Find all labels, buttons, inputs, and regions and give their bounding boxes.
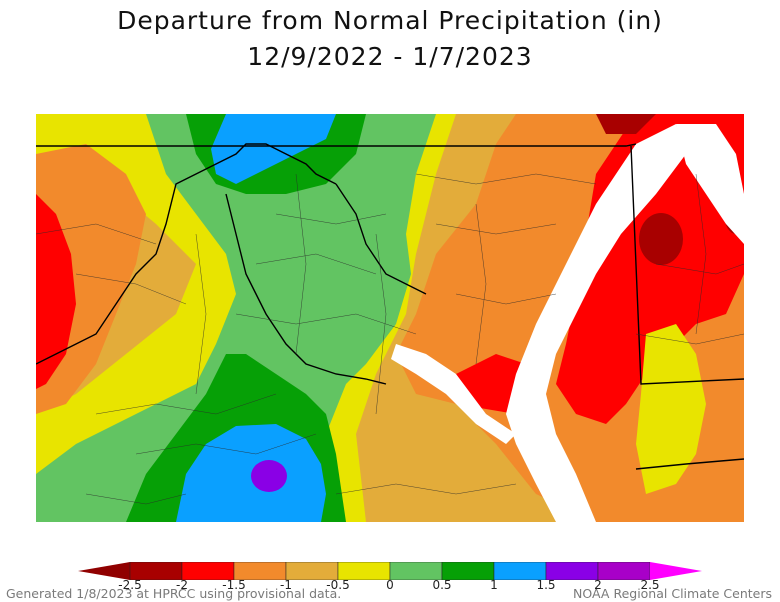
legend-tick-label: 0.5 bbox=[432, 578, 452, 592]
legend-tick-label: 2.5 bbox=[640, 578, 660, 592]
departure-zone-pos1-north bbox=[211, 114, 336, 184]
map-title: Departure from Normal Precipitation (in) bbox=[117, 6, 663, 35]
map-date-range: 12/9/2022 - 1/7/2023 bbox=[247, 42, 533, 71]
legend-tick-label: -0.5 bbox=[326, 578, 350, 592]
legend-tick-label: -1 bbox=[280, 578, 292, 592]
precipitation-map bbox=[36, 114, 744, 522]
departure-zone-pos15 bbox=[251, 460, 287, 492]
legend-tick-label: -1.5 bbox=[222, 578, 246, 592]
color-legend bbox=[78, 562, 702, 580]
source-credit: NOAA Regional Climate Centers bbox=[573, 586, 772, 601]
legend-tick-label: 2 bbox=[594, 578, 602, 592]
departure-zone-neg2-north bbox=[596, 114, 656, 134]
legend-tick-label: -2 bbox=[176, 578, 188, 592]
departure-zone-pos1-south bbox=[176, 424, 326, 522]
departure-zone-neg2 bbox=[639, 213, 683, 265]
departure-zone-neg05-delmarva bbox=[636, 324, 706, 494]
legend-tick-label: 0 bbox=[386, 578, 394, 592]
county-borders bbox=[36, 173, 744, 505]
state-borders bbox=[36, 143, 744, 470]
departure-zone-neg15-east bbox=[556, 114, 744, 424]
generated-note: Generated 1/8/2023 at HPRCC using provis… bbox=[6, 586, 342, 601]
legend-tick-label: 1 bbox=[490, 578, 498, 592]
legend-high-arrow bbox=[650, 562, 702, 580]
delaware-bay bbox=[676, 124, 744, 244]
legend-tick-label: -2.5 bbox=[118, 578, 142, 592]
legend-tick-label: 1.5 bbox=[536, 578, 556, 592]
chesapeake-bay bbox=[506, 124, 686, 522]
potomac-river bbox=[391, 344, 516, 444]
legend-low-arrow bbox=[78, 562, 130, 580]
departure-zone-neg15-west bbox=[36, 194, 76, 389]
departure-zone-pos0 bbox=[36, 114, 436, 522]
